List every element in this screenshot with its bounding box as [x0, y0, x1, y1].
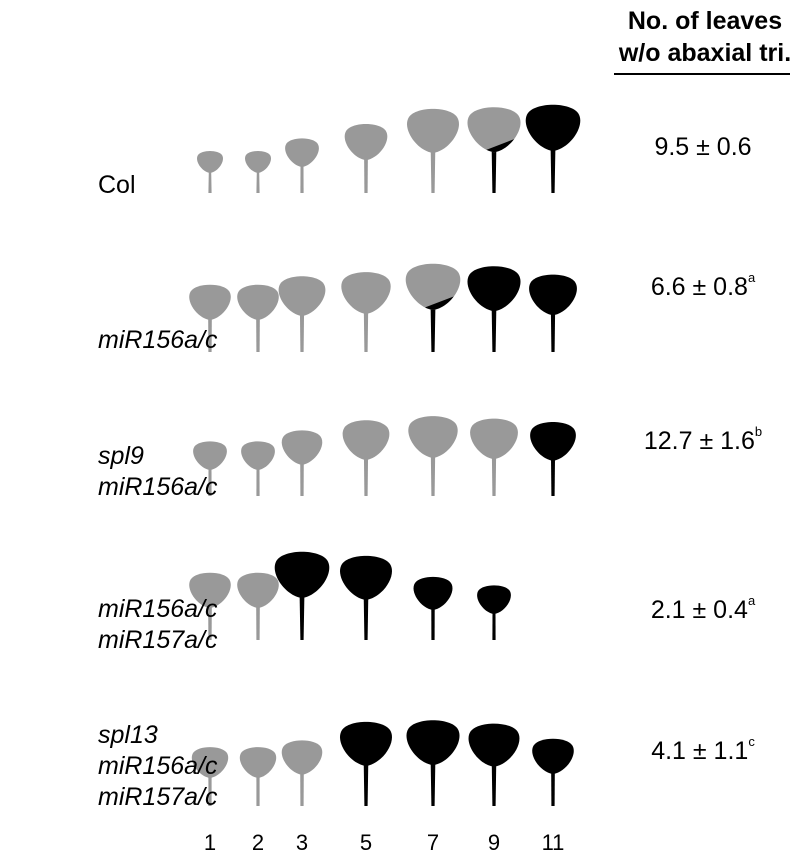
leaf-row5-col7: [532, 738, 574, 806]
value-text: 6.6 ± 0.8: [650, 273, 748, 301]
genotype-line: miR157a/c: [98, 626, 218, 654]
leaf-number: 5: [359, 830, 373, 855]
leaf-row3-col4: [342, 420, 390, 496]
leaf-row1-col3: [285, 138, 319, 193]
leaf-row1-col5: [407, 108, 459, 193]
genotype-line: miR156a/c: [98, 473, 218, 501]
leaf-row5-col4: [340, 721, 392, 806]
value-spl13-mir156-mir157: 4.1 ± 1.1c: [618, 734, 788, 766]
genotype-label-spl9-mir156: spl9 miR156a/c: [98, 441, 218, 503]
leaf-row5-col5: [406, 720, 460, 806]
value-col: 9.5 ± 0.6: [618, 133, 788, 162]
leaf-row3-col3: [281, 430, 323, 496]
genotype-label-mir156-mir157: miR156a/c miR157a/c: [98, 594, 218, 656]
leaf-row4-col2: [237, 572, 279, 640]
leaf-row4-col6: [477, 585, 511, 640]
leaf-row2-col4: [341, 272, 391, 352]
value-spl9-mir156: 12.7 ± 1.6b: [618, 424, 788, 456]
header-divider: [614, 73, 790, 75]
leaf-number: 1: [203, 830, 217, 855]
leaf-row5-col3: [281, 740, 323, 806]
genotype-line: miR156a/c: [98, 326, 218, 354]
leaf-row3-col2: [241, 441, 275, 496]
leaf-row1-col7: [525, 104, 581, 193]
value-superscript: a: [747, 593, 756, 608]
leaf-row5-col2: [239, 747, 277, 806]
leaf-row5-col1: [191, 747, 229, 806]
genotype-line: miR157a/c: [98, 783, 218, 811]
leaf-row1-col2: [245, 150, 271, 193]
value-text: 9.5 ± 0.6: [654, 133, 752, 161]
leaf-row2-col1: [189, 284, 231, 352]
leaf-row2-col3: [278, 276, 326, 352]
column-header-line1: No. of leaves: [627, 7, 783, 35]
leaf-row3-col6: [470, 418, 518, 496]
leaf-number: 2: [251, 830, 265, 855]
column-header-line2: w/o abaxial tri.: [618, 39, 792, 67]
genotype-line: miR156a/c: [98, 595, 218, 623]
leaf-row2-col2: [237, 284, 279, 352]
leaf-number: 3: [295, 830, 309, 855]
genotype-label-col: Col: [98, 170, 136, 201]
genotype-line: Col: [98, 171, 136, 199]
leaf-row4-col5: [413, 576, 453, 640]
leaf-row2-col7: [529, 274, 577, 352]
leaf-number: 9: [487, 830, 501, 855]
leaf-row3-col1: [193, 441, 227, 496]
value-text: 4.1 ± 1.1: [651, 737, 749, 765]
leaf-row1-col1: [197, 150, 223, 193]
leaf-row3-col7: [530, 421, 576, 496]
value-superscript: c: [748, 734, 755, 749]
leaf-number: 7: [426, 830, 440, 855]
leaf-number: 11: [541, 830, 565, 855]
value-mir156-mir157: 2.1 ± 0.4a: [618, 593, 788, 625]
leaf-row1-col6: [467, 107, 521, 193]
leaf-row5-col6: [468, 723, 520, 806]
value-superscript: a: [747, 270, 756, 285]
value-text: 2.1 ± 0.4: [650, 596, 748, 624]
genotype-label-spl13-mir156-mir157: spl13 miR156a/c miR157a/c: [98, 720, 218, 813]
value-text: 12.7 ± 1.6: [643, 427, 755, 455]
genotype-label-mir156: miR156a/c: [98, 325, 218, 356]
leaf-row4-col4: [340, 555, 392, 640]
leaf-row2-col6: [467, 266, 521, 352]
leaf-row3-col5: [408, 416, 458, 496]
leaf-row1-col4: [344, 124, 388, 193]
leaf-row4-col3: [274, 551, 330, 640]
leaf-row4-col1: [189, 572, 231, 640]
genotype-line: spl9: [98, 442, 144, 470]
value-mir156: 6.6 ± 0.8a: [618, 270, 788, 302]
genotype-line: miR156a/c: [98, 752, 218, 780]
genotype-line: spl13: [98, 721, 158, 749]
value-superscript: b: [754, 424, 763, 439]
leaf-row2-col5: [405, 263, 461, 352]
